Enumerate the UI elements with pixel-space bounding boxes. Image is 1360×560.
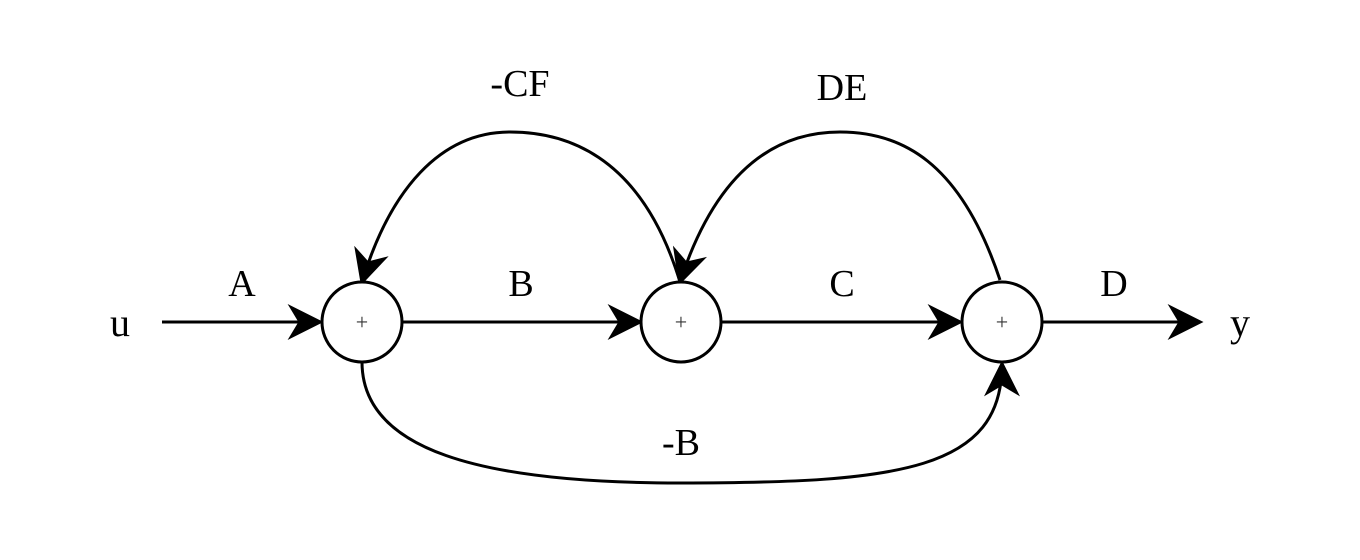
summing-node-2: + [639, 280, 723, 364]
gain-label-minus-b: -B [662, 422, 700, 464]
gain-label-a: A [228, 263, 256, 305]
edge-feedback-de [672, 130, 1002, 286]
summing-node-3-sign: + [996, 310, 1008, 335]
gain-label-b: B [508, 263, 533, 305]
summing-node-3: + [960, 280, 1044, 364]
gain-label-de: DE [817, 67, 868, 109]
gain-label-cf: -CF [490, 63, 549, 105]
gain-label-c: C [829, 263, 854, 305]
edge-feedback-cf [354, 130, 682, 286]
input-label: u [110, 300, 130, 345]
summing-node-2-sign: + [675, 310, 687, 335]
edge-feedforward-b [360, 360, 1020, 485]
summing-node-1: + [320, 280, 404, 364]
gain-label-d: D [1100, 263, 1127, 305]
output-label: y [1230, 300, 1250, 345]
summing-node-1-sign: + [356, 310, 368, 335]
